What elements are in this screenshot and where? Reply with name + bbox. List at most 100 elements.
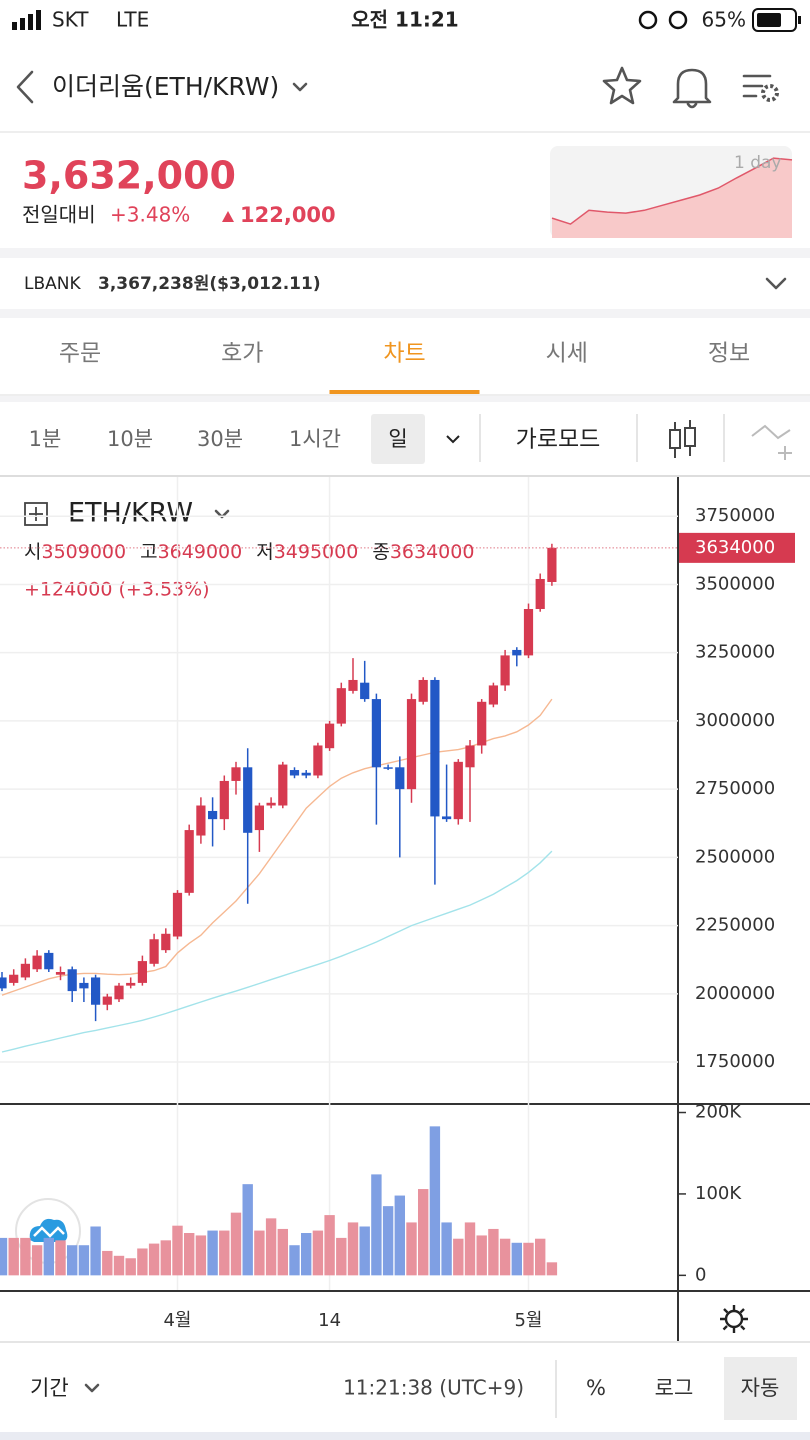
candle-body [67,969,77,992]
volume-bar [43,1237,54,1276]
clock: 오전 11:21 [351,8,458,32]
candle-body [44,952,54,970]
battery-text: 65% [702,8,746,32]
ohlc-key: 저 [256,541,273,563]
tab[interactable]: 주문 [59,341,101,367]
chart-symbol[interactable]: ETH/KRW [68,498,193,529]
candle-body [172,892,183,937]
y-tick-label: 3250000 [695,642,775,663]
bottom-edge [0,1432,810,1440]
ohlc-value: 3634000 [390,541,475,563]
candle-body [231,767,241,781]
candle-body [547,547,557,582]
volume-bar [488,1228,499,1276]
interval-button[interactable]: 10분 [107,427,153,451]
ohlc-key: 고 [140,541,157,563]
interval-dropdown[interactable] [446,435,460,444]
candle-body [278,764,288,806]
candle-body [465,745,475,768]
volume-bar [0,1237,8,1276]
tab[interactable]: 호가 [221,341,263,367]
volume-bar [277,1228,288,1276]
interval-button[interactable]: 30분 [197,427,243,451]
volume-bar [464,1222,476,1276]
tab[interactable]: 차트 [383,341,425,367]
battery-icon [752,8,801,32]
separator [0,248,810,258]
tab[interactable]: 정보 [708,341,750,367]
candle-body [453,761,463,820]
candle-body [161,933,171,951]
indicator-button[interactable] [751,424,792,460]
title-dropdown[interactable] [292,82,308,92]
exchange-price: 3,367,238원($3,012.11) [98,274,321,294]
candle-body [371,699,381,768]
candle-body [114,985,124,1000]
add-indicator-button[interactable] [24,502,48,526]
candle-body [91,977,101,1005]
favorite-button[interactable] [602,66,642,105]
volume-tick-label: 100K [695,1183,742,1204]
volume-bar [113,1255,125,1276]
footer-button[interactable]: 자동 [741,1376,780,1400]
exchange-name: LBANK [24,274,81,294]
tab[interactable]: 시세 [546,341,588,367]
candle-body [442,816,452,820]
candle-body [196,805,206,836]
interval-button[interactable]: 1분 [29,427,62,451]
volume-bar [172,1225,183,1276]
candle-body [32,955,42,970]
separator [0,309,810,318]
network: LTE [116,8,149,32]
candle-change: +124000 (+3.53%) [24,579,210,601]
period-button[interactable]: 기간 [30,1376,69,1400]
y-tick-label: 2250000 [695,915,775,936]
exchange-dropdown[interactable] [765,277,787,290]
chart-type-button[interactable] [669,420,696,458]
candle-body [395,767,405,790]
x-tick-label: 14 [318,1310,341,1331]
candle-body [126,982,136,986]
gear-button[interactable] [720,1305,748,1333]
candle-body [289,770,300,776]
volume-bar [476,1235,487,1276]
volume-bar [90,1226,101,1276]
volume-bar [67,1245,78,1276]
y-tick-label: 2500000 [695,846,775,867]
volume-bar [102,1250,113,1276]
interval-button[interactable]: 1시간 [289,427,341,451]
x-tick-label: 5월 [514,1310,542,1331]
candle-body [137,961,147,983]
volume-bar [441,1222,452,1276]
candle-body [55,971,66,975]
footer-button[interactable]: 로그 [655,1376,694,1400]
change-amount: 122,000 [240,203,336,227]
landscape-button[interactable]: 가로모드 [516,427,601,453]
volume-bar [55,1240,66,1276]
back-button[interactable] [16,70,34,104]
interval-button[interactable]: 일 [388,427,407,451]
settings-button[interactable] [742,74,779,102]
coin-title[interactable]: 이더리움(ETH/KRW) [52,72,279,101]
volume-bar [499,1238,511,1276]
period-dropdown[interactable] [84,1383,100,1393]
volume-bar [336,1237,347,1276]
volume-bar [382,1206,394,1276]
candle-body [360,682,370,700]
candle-body [523,609,534,656]
volume-bar [418,1189,429,1276]
footer-button[interactable]: % [586,1376,606,1400]
change-label: 전일대비 [22,203,96,227]
volume-bar [535,1238,546,1276]
candle-body [477,701,487,746]
candle-body [383,767,393,769]
alert-button[interactable] [672,68,712,109]
volume-bar [20,1237,31,1276]
symbol-dropdown[interactable] [214,509,230,519]
volume-bar [347,1222,359,1276]
volume-bar [254,1230,265,1276]
volume-bar [207,1230,218,1276]
current-price: 3,632,000 [22,154,236,198]
